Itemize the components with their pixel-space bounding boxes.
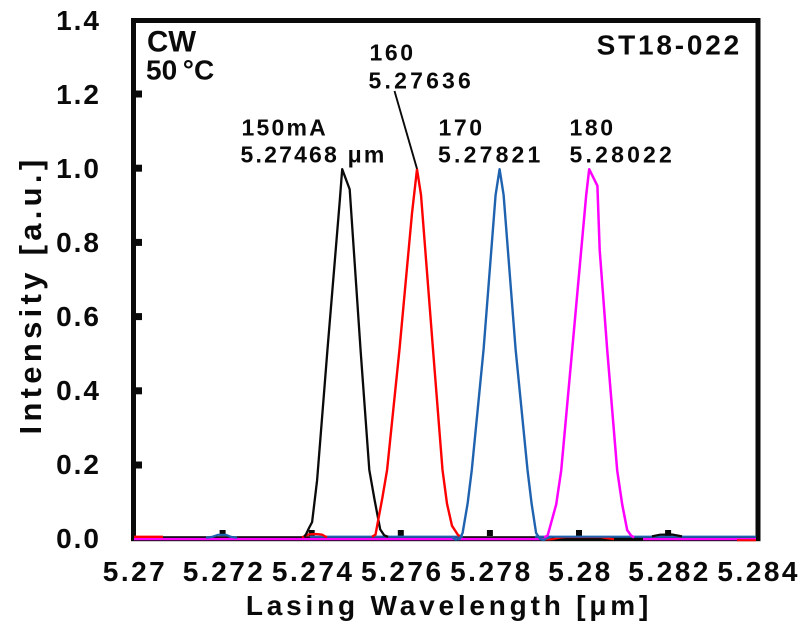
svg-text:5.278: 5.278 [450,556,533,587]
svg-text:0.6: 0.6 [56,301,101,332]
svg-text:CW: CW [147,26,196,59]
svg-text:0.0: 0.0 [56,523,101,554]
svg-text:Lasing Wavelength [μm]: Lasing Wavelength [μm] [246,590,652,621]
svg-text:5.274: 5.274 [272,556,355,587]
svg-text:50 °C: 50 °C [146,55,214,86]
svg-text:160: 160 [370,40,416,66]
svg-text:ST18-022: ST18-022 [597,30,742,61]
svg-text:5.272: 5.272 [183,556,266,587]
svg-text:5.27821: 5.27821 [438,142,544,168]
svg-text:5.276: 5.276 [361,556,444,587]
svg-text:5.27468 μm: 5.27468 μm [241,142,387,168]
svg-text:5.282: 5.282 [628,556,711,587]
svg-text:150mA: 150mA [242,115,328,141]
svg-text:5.284: 5.284 [717,556,800,587]
svg-text:1.2: 1.2 [56,79,101,110]
svg-text:180: 180 [570,115,616,141]
svg-text:5.27636: 5.27636 [369,68,475,94]
svg-text:5.27: 5.27 [103,556,168,587]
svg-text:1.4: 1.4 [56,5,101,36]
svg-text:1.0: 1.0 [56,153,101,184]
svg-text:0.4: 0.4 [56,375,101,406]
svg-text:0.2: 0.2 [56,449,101,480]
svg-text:170: 170 [439,115,485,141]
svg-text:5.28: 5.28 [548,556,613,587]
svg-text:0.8: 0.8 [56,227,101,258]
svg-text:Intensity [a.u.]: Intensity [a.u.] [13,156,48,435]
svg-text:5.28022: 5.28022 [570,142,676,168]
